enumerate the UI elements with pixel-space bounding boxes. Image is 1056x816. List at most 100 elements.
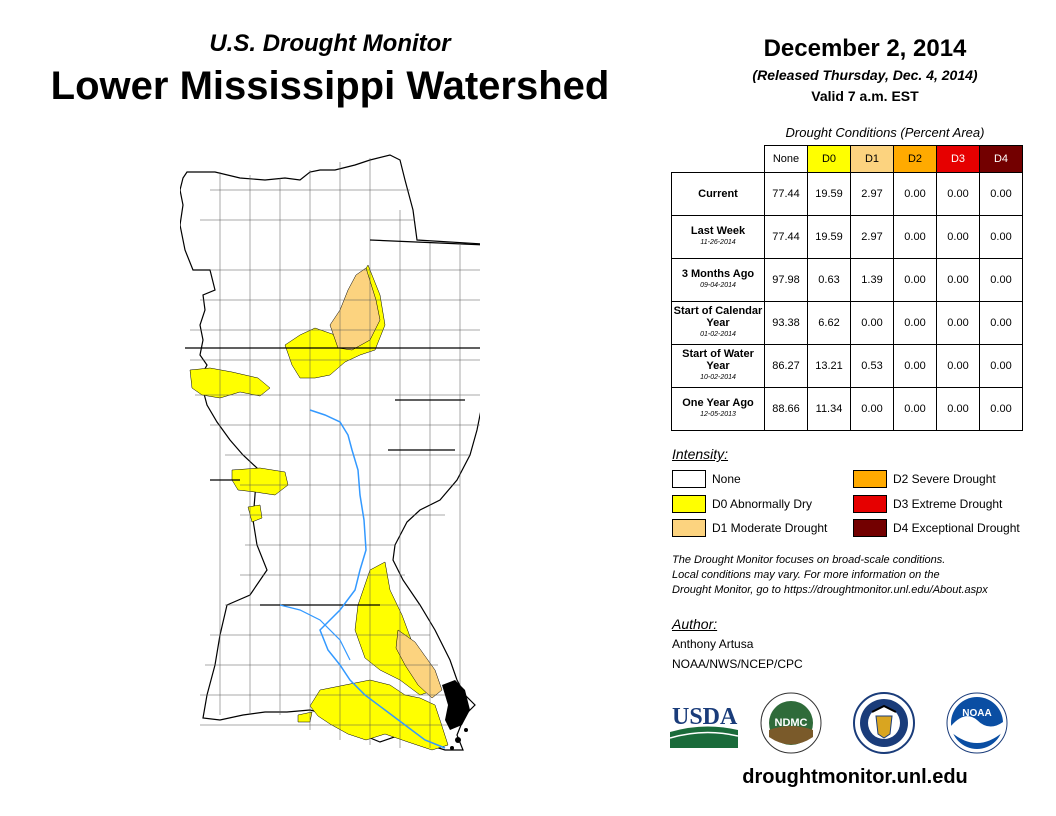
cell: 0.00 bbox=[936, 301, 980, 345]
usda-logo-text: USDA bbox=[672, 704, 738, 730]
col-d4: D4 bbox=[979, 145, 1023, 173]
table-row: Current 77.44 19.59 2.97 0.00 0.00 0.00 bbox=[671, 172, 1023, 216]
d0-area-louisiana-south bbox=[309, 679, 449, 751]
cell: 0.00 bbox=[850, 387, 894, 431]
cell: 1.39 bbox=[850, 258, 894, 302]
legend-label: None bbox=[712, 472, 741, 486]
row-label: Last Week 11-26-2014 bbox=[671, 215, 765, 259]
cell: 19.59 bbox=[807, 215, 851, 259]
cell: 0.00 bbox=[936, 258, 980, 302]
row-label: Start of Calendar Year 01-02-2014 bbox=[671, 301, 765, 345]
cell: 0.00 bbox=[936, 387, 980, 431]
cell: 88.66 bbox=[764, 387, 808, 431]
cell: 0.00 bbox=[936, 344, 980, 388]
cell: 0.00 bbox=[850, 301, 894, 345]
cell: 0.00 bbox=[893, 301, 937, 345]
cell: 0.00 bbox=[979, 258, 1023, 302]
author-org: NOAA/NWS/NCEP/CPC bbox=[672, 657, 803, 671]
usda-logo-icon: USDA bbox=[670, 704, 738, 748]
cell: 19.59 bbox=[807, 172, 851, 216]
cell: 0.00 bbox=[979, 344, 1023, 388]
ndmc-logo-text: NDMC bbox=[775, 717, 808, 729]
note-line: Local conditions may vary. For more info… bbox=[672, 569, 940, 581]
cell: 77.44 bbox=[764, 215, 808, 259]
cell: 0.00 bbox=[893, 258, 937, 302]
legend-item-d0: D0 Abnormally Dry bbox=[672, 495, 812, 513]
row-label: Current bbox=[671, 172, 765, 216]
noaa-logo-icon: NOAA bbox=[946, 692, 1008, 754]
table-row: Start of Calendar Year 01-02-2014 93.38 6… bbox=[671, 301, 1023, 345]
release-date: (Released Thursday, Dec. 4, 2014) bbox=[752, 67, 978, 83]
author-heading: Author: bbox=[672, 616, 718, 632]
noaa-logo-text: NOAA bbox=[962, 708, 991, 719]
cell: 86.27 bbox=[764, 344, 808, 388]
county-lines bbox=[190, 158, 480, 748]
commerce-seal-icon bbox=[853, 692, 915, 754]
note-line[interactable]: Drought Monitor, go to https://droughtmo… bbox=[672, 584, 988, 596]
cell: 13.21 bbox=[807, 344, 851, 388]
cell: 0.00 bbox=[979, 215, 1023, 259]
map-date: December 2, 2014 bbox=[763, 35, 967, 62]
watershed-map bbox=[180, 154, 480, 751]
table-row: One Year Ago 12-05-2013 88.66 11.34 0.00 … bbox=[671, 387, 1023, 431]
row-label: 3 Months Ago 09-04-2014 bbox=[671, 258, 765, 302]
d0-area-west-central bbox=[231, 467, 289, 496]
cell: 77.44 bbox=[764, 172, 808, 216]
table-row: Start of Water Year 10-02-2014 86.27 13.2… bbox=[671, 344, 1023, 388]
legend-swatch bbox=[672, 470, 706, 488]
legend-heading: Intensity: bbox=[672, 446, 729, 462]
conditions-table: None D0 D1 D2 D3 D4 Current 77.44 19.59 … bbox=[671, 145, 1023, 431]
ndmc-logo-icon: NDMC bbox=[760, 692, 822, 754]
col-d0: D0 bbox=[807, 145, 851, 173]
coastal-marsh bbox=[442, 680, 470, 750]
table-row: Last Week 11-26-2014 77.44 19.59 2.97 0.0… bbox=[671, 215, 1023, 259]
legend-swatch bbox=[853, 470, 887, 488]
legend-swatch bbox=[853, 519, 887, 537]
cell: 11.34 bbox=[807, 387, 851, 431]
cell: 0.63 bbox=[807, 258, 851, 302]
cell: 0.00 bbox=[936, 215, 980, 259]
legend-item-d4: D4 Exceptional Drought bbox=[853, 519, 1020, 537]
cell: 0.00 bbox=[979, 301, 1023, 345]
d1-area-east-mississippi bbox=[395, 629, 443, 699]
row-label: One Year Ago 12-05-2013 bbox=[671, 387, 765, 431]
col-d1: D1 bbox=[850, 145, 894, 173]
cell: 6.62 bbox=[807, 301, 851, 345]
author-name: Anthony Artusa bbox=[672, 637, 754, 651]
note-line: The Drought Monitor focuses on broad-sca… bbox=[672, 554, 946, 566]
legend-label: D3 Extreme Drought bbox=[893, 497, 1003, 511]
legend-label: D2 Severe Drought bbox=[893, 472, 996, 486]
footer-url[interactable]: droughtmonitor.unl.edu bbox=[742, 766, 968, 788]
cell: 0.53 bbox=[850, 344, 894, 388]
legend-swatch bbox=[672, 495, 706, 513]
col-none: None bbox=[764, 145, 808, 173]
col-d2: D2 bbox=[893, 145, 937, 173]
cell: 0.00 bbox=[893, 344, 937, 388]
disclaimer-note: The Drought Monitor focuses on broad-sca… bbox=[672, 553, 1042, 598]
cell: 93.38 bbox=[764, 301, 808, 345]
legend-item-d3: D3 Extreme Drought bbox=[853, 495, 1002, 513]
conditions-caption: Drought Conditions (Percent Area) bbox=[785, 125, 985, 140]
legend-swatch bbox=[853, 495, 887, 513]
cell: 97.98 bbox=[764, 258, 808, 302]
table-corner bbox=[672, 146, 765, 173]
valid-time: Valid 7 a.m. EST bbox=[811, 88, 919, 104]
legend-label: D0 Abnormally Dry bbox=[712, 497, 813, 511]
cell: 0.00 bbox=[979, 172, 1023, 216]
cell: 0.00 bbox=[893, 387, 937, 431]
map-title: Lower Mississippi Watershed bbox=[50, 64, 610, 108]
col-d3: D3 bbox=[936, 145, 980, 173]
d0-area-west-small bbox=[247, 504, 263, 523]
cell: 2.97 bbox=[850, 215, 894, 259]
legend-item-d2: D2 Severe Drought bbox=[853, 470, 996, 488]
legend-swatch bbox=[672, 519, 706, 537]
row-label: Start of Water Year 10-02-2014 bbox=[671, 344, 765, 388]
cell: 0.00 bbox=[979, 387, 1023, 431]
map-subtitle: U.S. Drought Monitor bbox=[209, 30, 451, 57]
legend-item-d1: D1 Moderate Drought bbox=[672, 519, 827, 537]
legend-label: D1 Moderate Drought bbox=[712, 521, 828, 535]
legend-label: D4 Exceptional Drought bbox=[893, 521, 1020, 535]
cell: 0.00 bbox=[936, 172, 980, 216]
legend-item-none: None bbox=[672, 470, 741, 488]
table-row: 3 Months Ago 09-04-2014 97.98 0.63 1.39 0… bbox=[671, 258, 1023, 302]
